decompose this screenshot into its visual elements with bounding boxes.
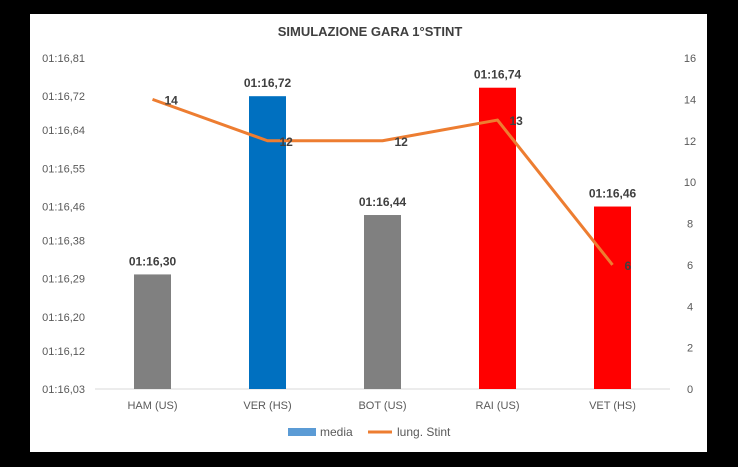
bar-data-label: 01:16,74	[474, 68, 522, 82]
line-data-label: 14	[165, 93, 179, 107]
y-left-tick-label: 01:16,29	[42, 274, 85, 286]
legend-label-lung-stint: lung. Stint	[397, 425, 451, 439]
x-tick-label: HAM (US)	[127, 400, 177, 412]
y-right-tick-label: 10	[684, 177, 696, 189]
bar	[594, 206, 631, 389]
y-left-tick-label: 01:16,55	[42, 163, 85, 175]
series-line-lung-stint	[151, 97, 614, 266]
bar	[249, 96, 286, 389]
y-left-tick-label: 01:16,72	[42, 91, 85, 103]
x-tick-label: VER (HS)	[243, 400, 291, 412]
bar	[364, 215, 401, 389]
y-right-tick-label: 8	[687, 219, 693, 231]
x-tick-label: BOT (US)	[358, 400, 406, 412]
bar-data-label: 01:16,72	[244, 76, 292, 90]
y-right-tick-label: 2	[687, 343, 693, 355]
y-right-tick-label: 12	[684, 136, 696, 148]
x-tick-label: VET (HS)	[589, 400, 636, 412]
bar-data-label: 01:16,46	[589, 187, 637, 201]
y-right-tick-label: 0	[687, 384, 693, 396]
bar	[134, 274, 171, 389]
labels-layer: 01:16,30 01:16,72 01:16,44 01:16,74 01:16,46…	[129, 68, 637, 273]
y-left-tick-label: 01:16,38	[42, 235, 85, 247]
y-left-tick-label: 01:16,03	[42, 384, 85, 396]
line-layer	[151, 97, 614, 266]
y-left-tick-label: 01:16,12	[42, 346, 85, 358]
y-right-tick-label: 14	[684, 94, 696, 106]
axes-layer: 01:16,03 01:16,12 01:16,20 01:16,29 01:16,38…	[42, 53, 696, 412]
chart-title: SIMULAZIONE GARA 1°STINT	[278, 24, 463, 39]
line-data-label: 6	[625, 259, 632, 273]
y-left-tick-label: 01:16,64	[42, 125, 85, 137]
bars-layer	[134, 87, 631, 389]
bar-data-label: 01:16,30	[129, 254, 177, 268]
x-tick-label: RAI (US)	[476, 400, 520, 412]
legend-label-media: media	[320, 425, 353, 439]
bar	[479, 87, 516, 389]
y-left-tick-label: 01:16,20	[42, 312, 85, 324]
y-right-tick-label: 6	[687, 260, 693, 272]
y-right-tick-label: 16	[684, 53, 696, 65]
y-right-tick-label: 4	[687, 301, 693, 313]
line-data-label: 12	[395, 135, 409, 149]
y-left-tick-label: 01:16,81	[42, 53, 85, 65]
y-left-tick-label: 01:16,46	[42, 202, 85, 214]
line-data-label: 12	[280, 135, 294, 149]
bar-data-label: 01:16,44	[359, 195, 407, 209]
line-data-label: 13	[510, 114, 524, 128]
legend: media lung. Stint	[288, 425, 451, 439]
legend-swatch-media	[288, 428, 316, 436]
